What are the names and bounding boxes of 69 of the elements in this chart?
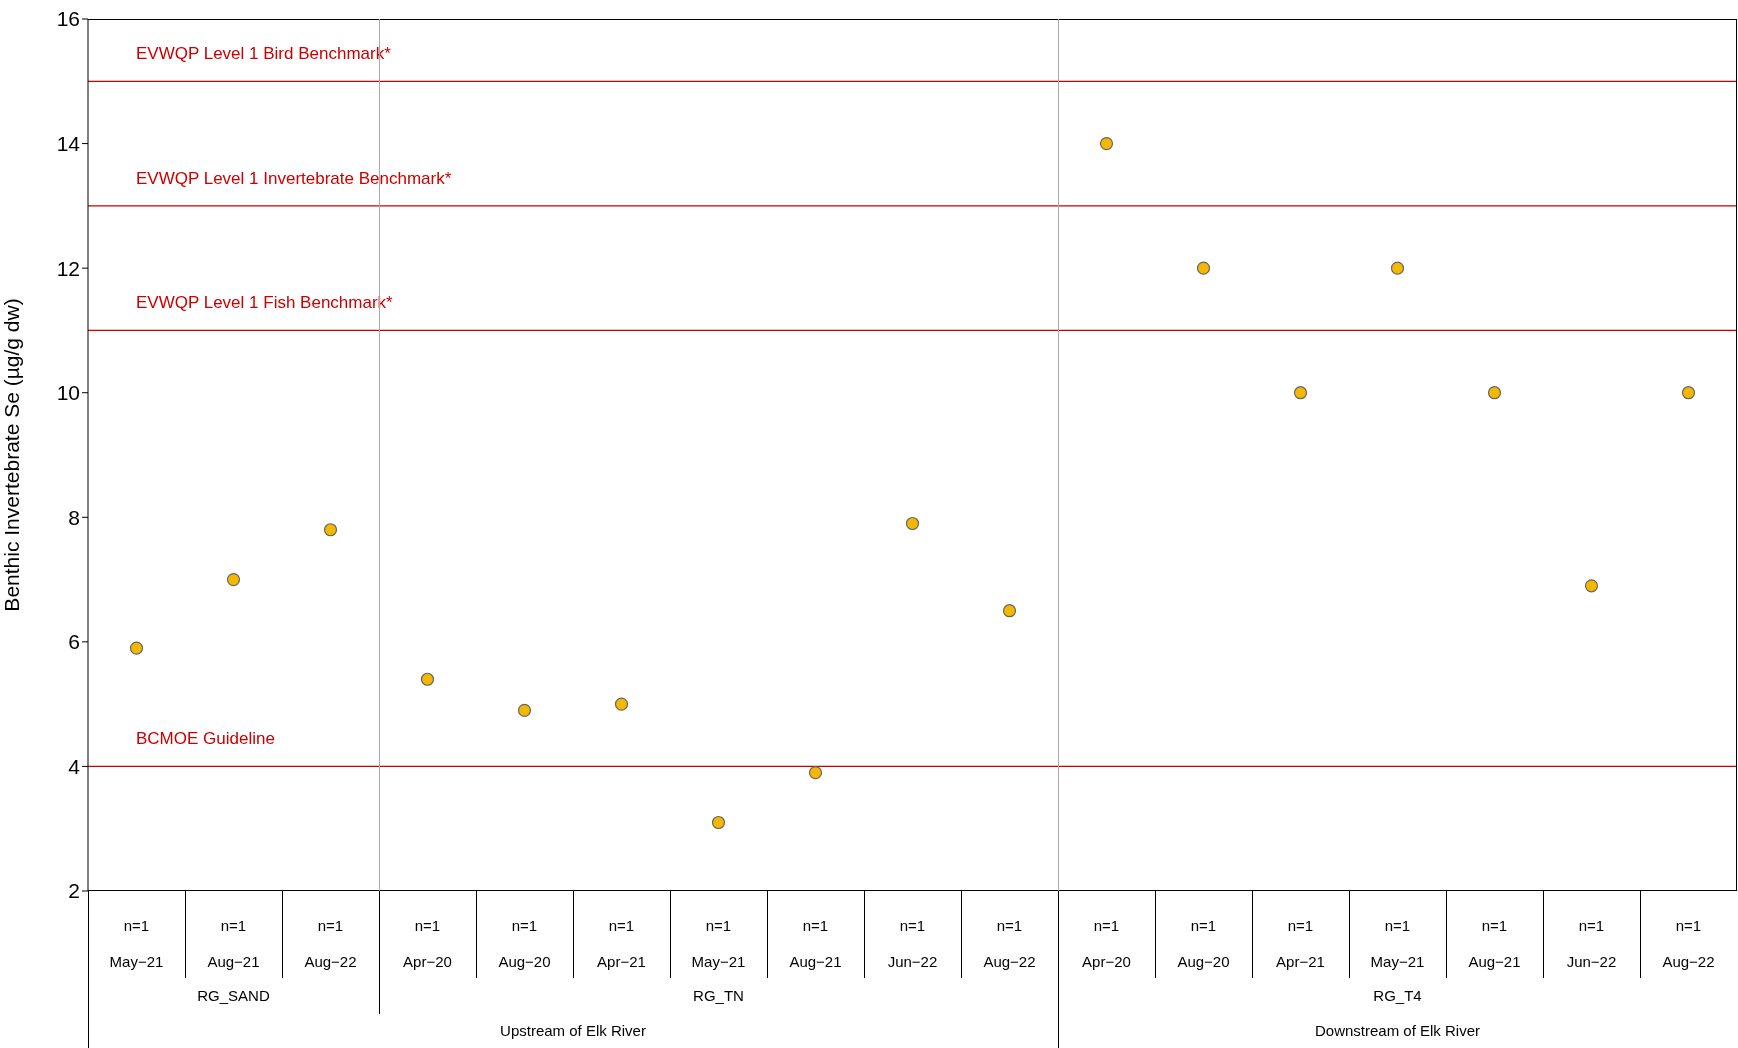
text: n=1 bbox=[995, 917, 1024, 935]
ref-line-label: BCMOE Guideline bbox=[136, 729, 275, 749]
point bbox=[129, 641, 144, 655]
text: RG_SAND bbox=[196, 987, 271, 1005]
y-tick-label: 2 bbox=[68, 879, 80, 903]
text: RG_T4 bbox=[1372, 987, 1423, 1005]
y-tick-label: 16 bbox=[56, 7, 80, 31]
y-tick-label: 12 bbox=[56, 256, 80, 280]
ref-line-label: EVWQP Level 1 Fish Benchmark* bbox=[136, 293, 394, 313]
x-tick-label: Aug−21 bbox=[206, 953, 261, 971]
x-tick-label: Aug−20 bbox=[497, 953, 552, 971]
text: n=1 bbox=[219, 917, 248, 935]
text: n=1 bbox=[122, 917, 151, 935]
point bbox=[226, 572, 241, 587]
point bbox=[1002, 604, 1017, 618]
point bbox=[711, 815, 726, 830]
text: RG_TN bbox=[692, 987, 745, 1005]
text: n=1 bbox=[316, 917, 345, 935]
x-tick-label: May−21 bbox=[108, 953, 165, 971]
point bbox=[1293, 386, 1308, 400]
text: n=1 bbox=[1286, 917, 1315, 935]
point bbox=[1584, 579, 1599, 593]
y-tick-label: 8 bbox=[68, 505, 80, 529]
text: n=1 bbox=[413, 917, 442, 935]
text: n=1 bbox=[607, 917, 636, 935]
text: n=1 bbox=[704, 917, 733, 935]
x-tick-label: Apr−20 bbox=[1081, 953, 1132, 971]
text: n=1 bbox=[1092, 917, 1121, 935]
y-axis-title: Benthic Invertebrate Se (µg/g dw) bbox=[0, 298, 24, 612]
point bbox=[905, 516, 920, 531]
x-tick-label: Aug−22 bbox=[1661, 953, 1716, 971]
x-tick-label: Aug−22 bbox=[982, 953, 1037, 971]
ref-line-label: EVWQP Level 1 Bird Benchmark* bbox=[136, 44, 392, 64]
point bbox=[1196, 261, 1211, 275]
point bbox=[1681, 386, 1696, 400]
y-tick-label: 6 bbox=[68, 630, 80, 654]
y-tick-label: 4 bbox=[68, 754, 81, 778]
ref-line-label: EVWQP Level 1 Invertebrate Benchmark* bbox=[136, 168, 452, 188]
point bbox=[808, 766, 823, 780]
x-tick-label: Jun−22 bbox=[886, 953, 939, 971]
text: n=1 bbox=[898, 917, 927, 935]
x-tick-label: May−21 bbox=[1369, 953, 1426, 971]
x-tick-label: Apr−21 bbox=[1275, 953, 1326, 971]
text: Upstream of Elk River bbox=[499, 1022, 647, 1040]
text: n=1 bbox=[1480, 917, 1509, 935]
x-tick-label: Aug−21 bbox=[788, 953, 843, 971]
text: Downstream of Elk River bbox=[1313, 1022, 1481, 1040]
x-tick-label: Aug−22 bbox=[303, 953, 358, 971]
text: n=1 bbox=[510, 917, 539, 935]
point bbox=[323, 523, 338, 537]
x-tick-label: Apr−20 bbox=[402, 953, 453, 971]
text: n=1 bbox=[1189, 917, 1218, 935]
text: n=1 bbox=[801, 917, 830, 935]
y-tick-label: 10 bbox=[56, 381, 80, 405]
x-tick-label: Jun−22 bbox=[1565, 953, 1618, 971]
point bbox=[1390, 261, 1405, 275]
x-tick-label: Aug−20 bbox=[1176, 953, 1231, 971]
x-tick-label: Apr−21 bbox=[596, 953, 647, 971]
y-tick-label: 14 bbox=[56, 132, 81, 156]
point bbox=[1487, 386, 1502, 400]
x-tick-label: Aug−21 bbox=[1467, 953, 1522, 971]
point bbox=[420, 672, 435, 686]
point bbox=[614, 697, 629, 711]
text: n=1 bbox=[1383, 917, 1412, 935]
x-tick-label: May−21 bbox=[690, 953, 747, 971]
text: n=1 bbox=[1674, 917, 1703, 935]
text: n=1 bbox=[1577, 917, 1606, 935]
point bbox=[517, 703, 532, 717]
point bbox=[1099, 136, 1114, 151]
